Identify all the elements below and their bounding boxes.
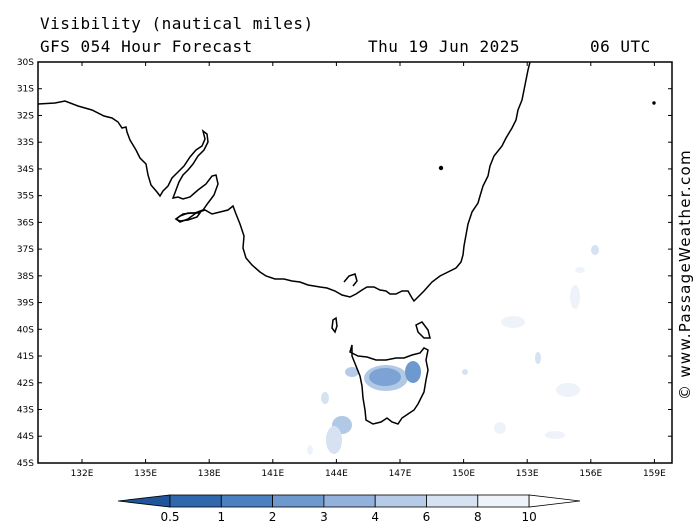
lon-label: 156E: [579, 469, 602, 479]
colorbar-segment: [169, 494, 222, 508]
lat-label: 39S: [17, 299, 34, 309]
lon-label: 135E: [134, 469, 157, 479]
lat-label: 42S: [17, 379, 34, 389]
longitude-axis: 132E 135E 138E 141E 144E 147E 150E 153E 156E 159E: [71, 62, 666, 479]
norfolk-island: [652, 101, 656, 105]
lat-label: 43S: [17, 405, 34, 415]
colorbar-low-arrow: [117, 494, 171, 508]
tasmania-coastline: [349, 344, 429, 425]
colorbar-segment: [272, 494, 325, 508]
lat-label: 41S: [17, 352, 34, 362]
lat-label: 44S: [17, 432, 34, 442]
colorbar-segment: [477, 494, 530, 508]
colorbar-label: 0.5: [160, 510, 179, 524]
lon-label: 141E: [261, 469, 284, 479]
forecast-subtitle: GFS 054 Hour Forecast: [40, 37, 253, 56]
mainland-coastline: [37, 61, 531, 303]
lat-label: 30S: [17, 58, 34, 68]
lord-howe-island: [438, 165, 444, 171]
colorbar-high-arrow: [528, 494, 581, 508]
colorbar-segment: [220, 494, 274, 508]
colorbar-segment: [323, 494, 376, 508]
lon-label: 138E: [198, 469, 221, 479]
colorbar-label: 1: [217, 510, 225, 524]
colorbar-label: 3: [320, 510, 328, 524]
kangaroo-island: [174, 212, 202, 222]
lon-label: 159E: [643, 469, 666, 479]
flinders-island: [415, 321, 431, 339]
colorbar-segment: [374, 494, 427, 508]
lat-label: 31S: [17, 85, 34, 95]
visibility-shading: [307, 245, 599, 455]
lat-label: 34S: [17, 165, 34, 175]
lat-label: 45S: [17, 459, 34, 469]
visibility-colorbar: 0.5 1 2 3 4 6 8 10: [117, 494, 581, 524]
lat-label: 40S: [17, 325, 34, 335]
latitude-axis: 30S 31S 32S 33S 34S 35S 36S 37S 38S 39S 40S 41S 42S 4…: [17, 58, 672, 469]
colorbar-label: 2: [269, 510, 277, 524]
map-title: Visibility (nautical miles): [40, 14, 314, 33]
lon-label: 147E: [389, 469, 412, 479]
map-frame: [37, 61, 673, 464]
forecast-date: Thu 19 Jun 2025: [368, 37, 520, 56]
lon-label: 132E: [71, 469, 94, 479]
lat-label: 32S: [17, 111, 34, 121]
colorbar-segment: [426, 494, 479, 508]
colorbar-label: 6: [423, 510, 431, 524]
port-phillip: [343, 273, 358, 287]
lon-label: 150E: [452, 469, 475, 479]
lat-label: 37S: [17, 245, 34, 255]
lat-label: 36S: [17, 218, 34, 228]
king-island: [331, 316, 338, 334]
forecast-time: 06 UTC: [590, 37, 651, 56]
lat-label: 33S: [17, 138, 34, 148]
colorbar-label: 10: [521, 510, 536, 524]
colorbar-label: 4: [371, 510, 379, 524]
lat-label: 38S: [17, 272, 34, 282]
passageweather-credit: © www.PassageWeather.com: [676, 149, 694, 400]
lat-label: 35S: [17, 192, 34, 202]
lon-label: 153E: [516, 469, 539, 479]
colorbar-label: 8: [474, 510, 482, 524]
lon-label: 144E: [325, 469, 348, 479]
